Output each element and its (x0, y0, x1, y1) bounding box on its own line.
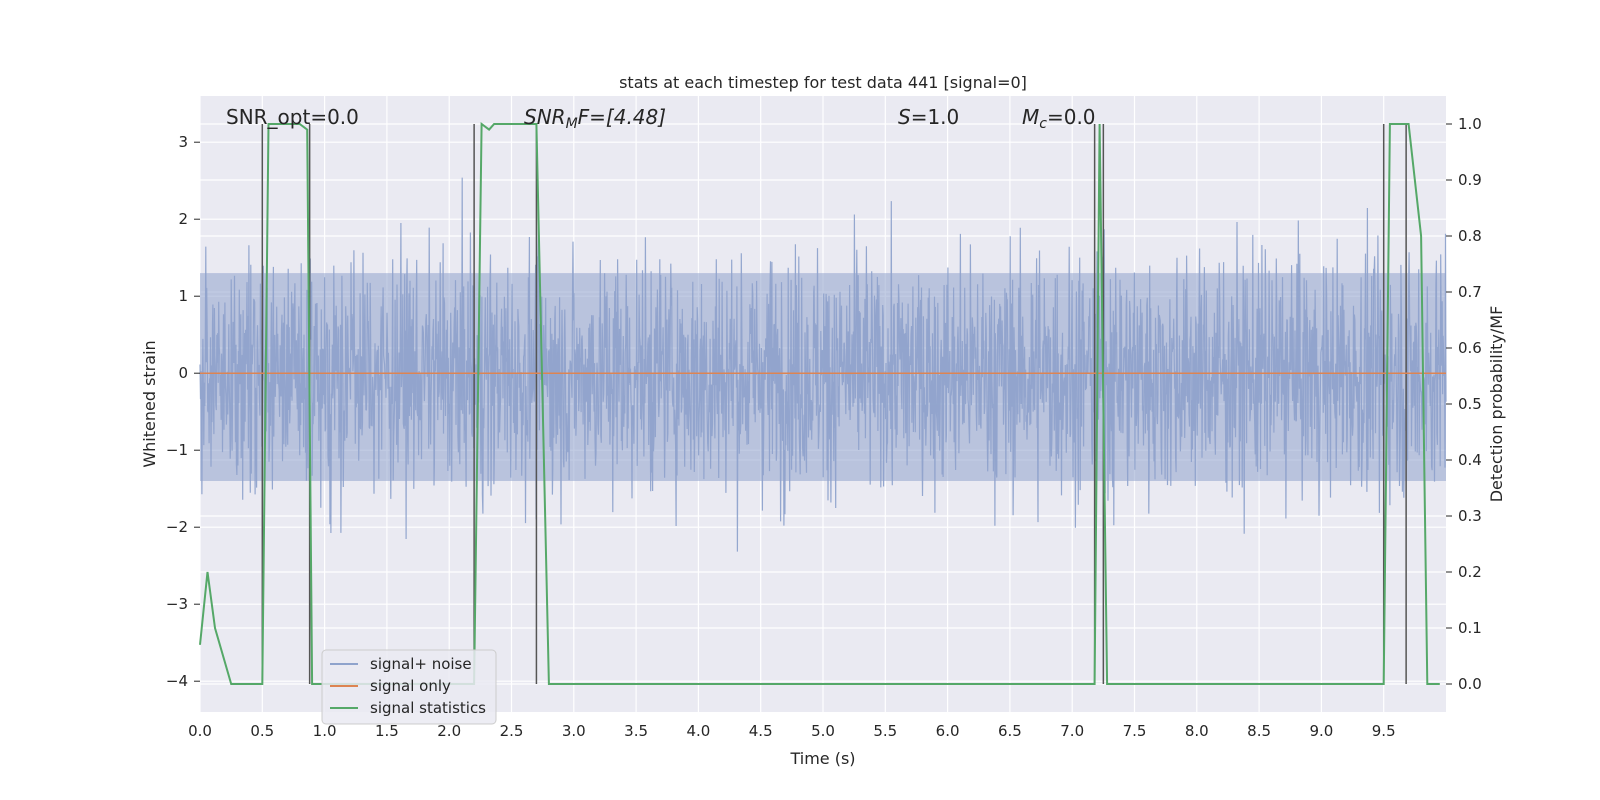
x-axis-title: Time (s) (789, 749, 855, 768)
annotation-snr-opt: SNR_opt=0.0 (226, 105, 359, 129)
y-tick-label: −4 (166, 672, 188, 690)
noise-series (199, 177, 1447, 552)
right-y-axis-title: Detection probability/MF (1487, 306, 1506, 503)
right-y-tick-label: 0.4 (1458, 451, 1482, 469)
chart-title: stats at each timestep for test data 441… (619, 73, 1027, 92)
x-tick-labels: 0.0 0.5 1.0 1.5 2.0 2.5 3.0 3.5 4.0 4.5 5.0 5.5 6.0 6… (188, 722, 1396, 740)
x-tick-label: 0.5 (250, 722, 274, 740)
right-y-tick-label: 0.0 (1458, 675, 1482, 693)
x-tick-label: 6.0 (936, 722, 960, 740)
right-y-tick-label: 0.2 (1458, 563, 1482, 581)
x-tick-label: 4.5 (749, 722, 773, 740)
annotation-snr-mf: SNRMF=[4.48] (524, 105, 666, 132)
right-y-tick-label: 0.7 (1458, 283, 1482, 301)
right-y-tick-labels: 0.0 0.1 0.2 0.3 0.4 0.5 0.6 0.7 0.8 0.9 1.0 (1446, 115, 1482, 693)
y-tick-label: 0 (178, 364, 188, 382)
x-tick-label: 9.0 (1309, 722, 1333, 740)
y-tick-label: 2 (178, 210, 188, 228)
x-tick-label: 2.5 (500, 722, 524, 740)
x-tick-label: 8.0 (1185, 722, 1209, 740)
right-y-tick-label: 0.1 (1458, 619, 1482, 637)
x-tick-label: 6.5 (998, 722, 1022, 740)
signal-statistics-line (199, 122, 1440, 685)
x-tick-label: 3.5 (624, 722, 648, 740)
x-tick-label: 0.0 (188, 722, 212, 740)
y-tick-label: 1 (178, 287, 188, 305)
right-y-tick-label: 0.3 (1458, 507, 1482, 525)
x-tick-label: 5.0 (811, 722, 835, 740)
signal-statistics-series (199, 122, 1440, 685)
legend-label-signal: signal only (370, 677, 451, 695)
right-y-tick-label: 0.9 (1458, 171, 1482, 189)
right-y-tick-label: 0.6 (1458, 339, 1482, 357)
x-tick-label: 8.5 (1247, 722, 1271, 740)
x-tick-label: 1.0 (313, 722, 337, 740)
legend-label-stats: signal statistics (370, 699, 486, 717)
y-tick-label: −3 (166, 595, 188, 613)
y-tick-label: −2 (166, 518, 188, 536)
annotation-s: S=1.0 (898, 105, 959, 129)
y-tick-label: 3 (178, 133, 188, 151)
x-tick-label: 5.5 (873, 722, 897, 740)
right-y-tick-label: 1.0 (1458, 115, 1482, 133)
noise-band (200, 273, 1446, 481)
legend-label-noise: signal+ noise (370, 655, 472, 673)
x-tick-label: 2.0 (437, 722, 461, 740)
legend: signal+ noise signal only signal statist… (321, 649, 497, 725)
legend-box (321, 649, 497, 725)
y-tick-labels: −4 −3 −2 −1 0 1 2 3 (166, 133, 200, 690)
x-tick-label: 7.0 (1060, 722, 1084, 740)
x-tick-label: 9.5 (1372, 722, 1396, 740)
right-y-tick-label: 0.5 (1458, 395, 1482, 413)
x-tick-label: 1.5 (375, 722, 399, 740)
y-tick-label: −1 (166, 441, 188, 459)
y-axis-title: Whitened strain (140, 340, 159, 467)
x-tick-label: 3.0 (562, 722, 586, 740)
annotation-mc: Mc=0.0 (1022, 105, 1096, 132)
right-y-tick-label: 0.8 (1458, 227, 1482, 245)
x-tick-label: 4.0 (686, 722, 710, 740)
x-tick-label: 7.5 (1123, 722, 1147, 740)
